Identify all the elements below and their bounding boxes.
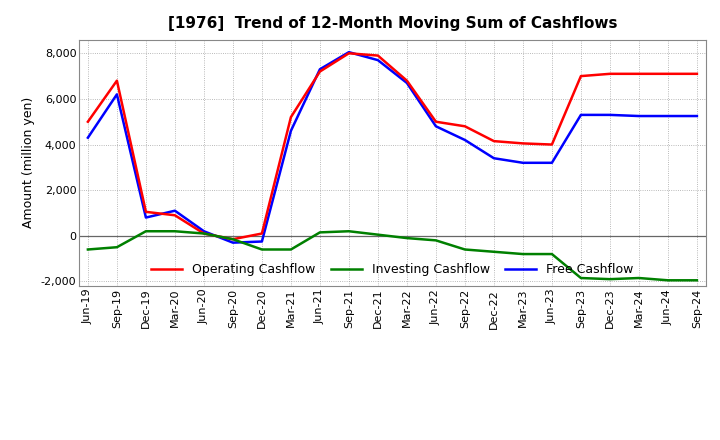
- Investing Cashflow: [518, 251, 527, 257]
- Investing Cashflow: [374, 232, 382, 237]
- Operating Cashflow: [142, 209, 150, 214]
- Free Cashflow: [461, 137, 469, 143]
- Operating Cashflow: [84, 119, 92, 125]
- Free Cashflow: [548, 160, 557, 165]
- Line: Investing Cashflow: Investing Cashflow: [88, 231, 697, 280]
- Free Cashflow: [664, 114, 672, 119]
- Investing Cashflow: [199, 231, 208, 236]
- Free Cashflow: [518, 160, 527, 165]
- Free Cashflow: [258, 239, 266, 244]
- Free Cashflow: [142, 215, 150, 220]
- Free Cashflow: [634, 114, 643, 119]
- Free Cashflow: [315, 66, 324, 72]
- Investing Cashflow: [345, 229, 354, 234]
- Investing Cashflow: [693, 278, 701, 283]
- Investing Cashflow: [402, 235, 411, 241]
- Operating Cashflow: [461, 124, 469, 129]
- Operating Cashflow: [258, 231, 266, 236]
- Investing Cashflow: [606, 276, 614, 282]
- Free Cashflow: [84, 135, 92, 140]
- Free Cashflow: [171, 208, 179, 213]
- Operating Cashflow: [490, 139, 498, 144]
- Investing Cashflow: [228, 237, 237, 242]
- Investing Cashflow: [84, 247, 92, 252]
- Investing Cashflow: [548, 251, 557, 257]
- Operating Cashflow: [548, 142, 557, 147]
- Free Cashflow: [112, 92, 121, 97]
- Operating Cashflow: [664, 71, 672, 77]
- Operating Cashflow: [693, 71, 701, 77]
- Investing Cashflow: [577, 275, 585, 281]
- Investing Cashflow: [315, 230, 324, 235]
- Investing Cashflow: [171, 229, 179, 234]
- Operating Cashflow: [634, 71, 643, 77]
- Operating Cashflow: [402, 78, 411, 83]
- Investing Cashflow: [664, 278, 672, 283]
- Operating Cashflow: [431, 119, 440, 125]
- Investing Cashflow: [112, 245, 121, 250]
- Operating Cashflow: [228, 237, 237, 242]
- Investing Cashflow: [431, 238, 440, 243]
- Operating Cashflow: [199, 231, 208, 236]
- Free Cashflow: [402, 81, 411, 86]
- Operating Cashflow: [577, 73, 585, 79]
- Operating Cashflow: [171, 213, 179, 218]
- Y-axis label: Amount (million yen): Amount (million yen): [22, 97, 35, 228]
- Investing Cashflow: [142, 229, 150, 234]
- Free Cashflow: [693, 114, 701, 119]
- Investing Cashflow: [634, 275, 643, 281]
- Legend: Operating Cashflow, Investing Cashflow, Free Cashflow: Operating Cashflow, Investing Cashflow, …: [145, 257, 640, 282]
- Free Cashflow: [199, 229, 208, 234]
- Line: Free Cashflow: Free Cashflow: [88, 52, 697, 242]
- Free Cashflow: [374, 58, 382, 63]
- Investing Cashflow: [461, 247, 469, 252]
- Investing Cashflow: [287, 247, 295, 252]
- Free Cashflow: [228, 240, 237, 245]
- Operating Cashflow: [112, 78, 121, 83]
- Investing Cashflow: [258, 247, 266, 252]
- Free Cashflow: [490, 156, 498, 161]
- Free Cashflow: [431, 124, 440, 129]
- Free Cashflow: [345, 50, 354, 55]
- Operating Cashflow: [374, 53, 382, 58]
- Operating Cashflow: [606, 71, 614, 77]
- Operating Cashflow: [345, 51, 354, 56]
- Title: [1976]  Trend of 12-Month Moving Sum of Cashflows: [1976] Trend of 12-Month Moving Sum of C…: [168, 16, 617, 32]
- Operating Cashflow: [287, 114, 295, 120]
- Operating Cashflow: [518, 141, 527, 146]
- Line: Operating Cashflow: Operating Cashflow: [88, 53, 697, 239]
- Free Cashflow: [577, 112, 585, 117]
- Investing Cashflow: [490, 249, 498, 254]
- Operating Cashflow: [315, 69, 324, 74]
- Free Cashflow: [287, 128, 295, 133]
- Free Cashflow: [606, 112, 614, 117]
